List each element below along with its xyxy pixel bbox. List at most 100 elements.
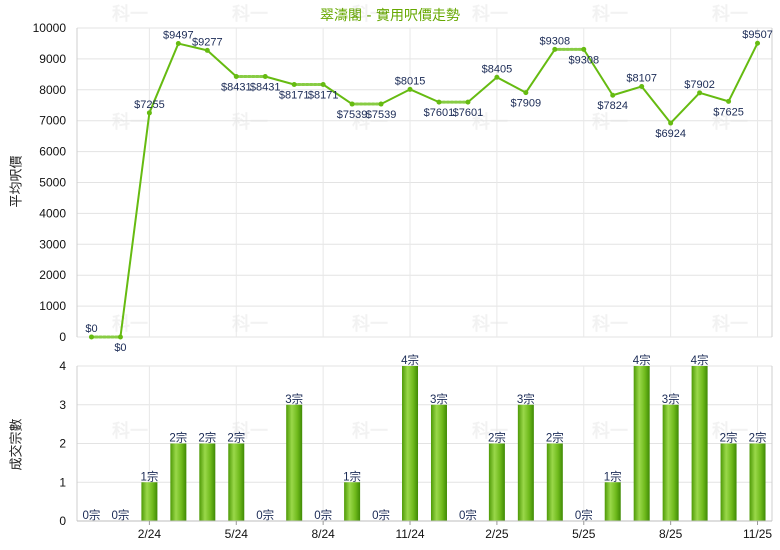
line-data-label: $9277 [192,36,223,48]
count-tick-label: 4 [59,359,66,373]
chart-title: 翠濤閣 - 實用呎價走勢 [320,8,460,24]
line-segment [119,111,151,338]
bar-data-label: 2宗 [227,431,245,445]
bar [344,482,361,521]
price-tick-label: 6000 [39,145,66,159]
bar [517,404,534,521]
bar-data-label: 2宗 [169,431,187,445]
line-point [755,40,761,46]
bar [662,404,679,521]
bar-data-label: 2宗 [749,431,767,445]
bar-series: 0宗 0宗 1宗 2宗 2宗 2宗 0宗 3宗 0宗 1宗 0宗 4宗 3宗 0宗 2宗 3宗 2宗 0宗 1宗 4宗… [83,353,767,522]
line-segment [669,91,701,125]
line-segment [148,42,180,114]
line-data-label: $9507 [742,29,773,41]
bar-data-label: 0宗 [256,508,274,522]
line-segment [177,42,209,52]
bar [488,443,505,521]
x-axis: 2/24 5/24 8/24 11/24 2/25 5/25 8/25 11/25 [77,520,772,541]
line-point [465,99,471,105]
bar-data-label: 3宗 [662,392,680,406]
bar-data-label: 1宗 [140,469,158,483]
watermark: 科一 [352,313,388,334]
line-point [610,92,616,98]
line-point [407,86,413,92]
x-tick-label: 11/24 [395,527,424,541]
bar-data-label: 4宗 [401,353,419,367]
bar [402,366,419,521]
line-point [291,82,297,88]
line-segment [466,76,498,104]
bar [170,443,187,521]
line-point [436,99,442,105]
x-tick-label: 2/24 [138,527,162,541]
x-tick-label: 8/24 [311,527,335,541]
line-point [523,90,529,96]
line-point [349,101,355,107]
line-data-label: $7255 [134,99,165,111]
line-data-label: $8405 [482,63,513,75]
watermark: 科一 [232,111,268,132]
line-point [117,334,123,340]
watermark: 科一 [712,111,748,132]
bar-data-label: 2宗 [198,431,216,445]
watermark: 科一 [592,313,628,334]
count-y-axis: 0 1 2 3 4 [59,359,66,528]
watermark: 科一 [712,313,748,334]
line-data-label: $8171 [279,90,310,102]
line-point [378,101,384,107]
watermark: 科一 [112,313,148,334]
bar-data-label: 0宗 [575,508,593,522]
line-segment [698,91,730,103]
price-tick-label: 0 [59,330,66,344]
bar [430,404,447,521]
line-segment [322,83,354,106]
line-segment [206,49,238,78]
bar [228,443,245,521]
line-point [88,334,94,340]
price-tick-label: 1000 [39,299,66,313]
bar [720,443,737,521]
line-data-label: $8171 [308,90,339,102]
line-segment [495,76,527,94]
line-point [581,46,587,52]
x-tick-label: 8/25 [659,527,683,541]
bar-data-label: 0宗 [314,508,332,522]
line-point [175,41,181,47]
line-data-label: $7902 [684,79,715,91]
line-data-label: $7824 [597,100,628,112]
line-segment [380,88,412,106]
bar-data-label: 0宗 [111,508,129,522]
line-point [726,98,732,104]
line-data-label: $8431 [221,81,252,93]
price-tick-label: 4000 [39,206,66,220]
watermark: 科一 [472,420,508,441]
line-point [697,90,703,96]
price-tick-label: 2000 [39,268,66,282]
line-point [320,82,326,88]
line-segment [727,42,759,103]
line-point [204,47,210,53]
watermark: 科一 [112,111,148,132]
bar-data-label: 4宗 [691,353,709,367]
line-data-label: $7909 [511,98,542,110]
bar-data-label: 3宗 [430,392,448,406]
line-data-label: $9308 [540,35,571,47]
bar-data-label: 3宗 [285,392,303,406]
line-segment [611,85,643,97]
watermark: 科一 [592,420,628,441]
line-series: $0$0$7255$9497$9277$8431$8431$8171$8171$… [85,29,772,354]
bar-data-label: 3宗 [517,392,535,406]
count-tick-label: 1 [59,475,66,489]
watermark: 科一 [592,3,628,24]
bar [141,482,158,521]
bar-data-label: 4宗 [633,353,651,367]
bar [604,482,621,521]
count-tick-label: 3 [59,398,66,412]
watermark: 科一 [712,3,748,24]
line-data-label: $7625 [713,106,744,118]
line-data-label: $6924 [655,128,686,140]
watermark: 科一 [592,111,628,132]
line-segment [640,85,672,125]
